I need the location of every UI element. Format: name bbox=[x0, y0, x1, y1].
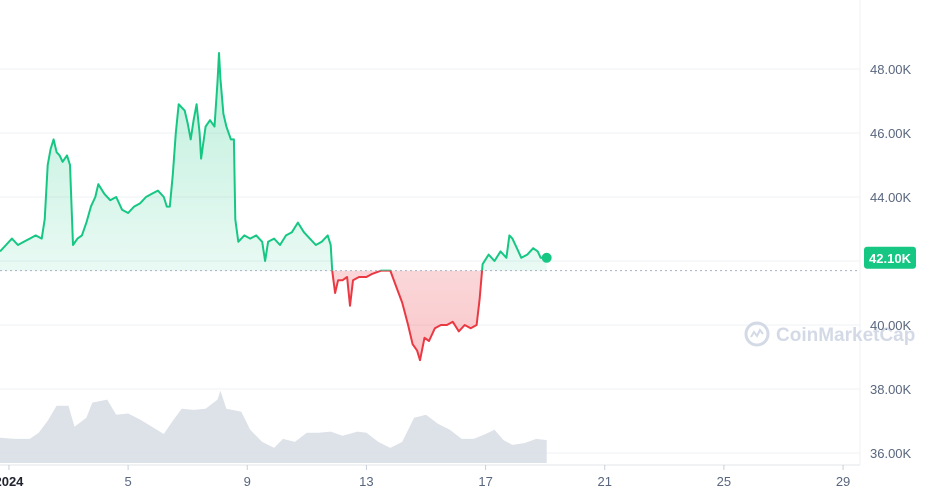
area-fill-above bbox=[0, 53, 547, 271]
volume-area bbox=[0, 390, 547, 463]
price-line-up bbox=[0, 52, 547, 271]
area-fill-below bbox=[332, 270, 483, 361]
x-tick-label: 5 bbox=[124, 474, 131, 489]
x-tick-label: 13 bbox=[359, 474, 373, 489]
y-tick-label: 44.00K bbox=[870, 190, 912, 205]
x-tick-label: 9 bbox=[244, 474, 251, 489]
x-tick-label: 2024 bbox=[0, 474, 24, 489]
x-tick-label: 25 bbox=[717, 474, 731, 489]
price-line-down bbox=[331, 270, 484, 362]
y-tick-label: 36.00K bbox=[870, 446, 912, 461]
price-area-fill bbox=[0, 53, 547, 361]
volume-area-fill bbox=[0, 390, 547, 463]
x-axis: 2024 5 9 13 17 21 25 29 bbox=[0, 465, 850, 489]
y-tick-label: 38.00K bbox=[870, 382, 912, 397]
current-price-badge bbox=[864, 246, 916, 269]
current-price-marker: 42.10K bbox=[541, 246, 916, 269]
y-tick-label: 46.00K bbox=[870, 126, 912, 141]
current-price-dot bbox=[541, 252, 552, 263]
y-tick-label: 40.00K bbox=[870, 318, 912, 333]
coinmarketcap-logo-icon bbox=[744, 321, 770, 347]
x-tick-label: 29 bbox=[836, 474, 850, 489]
x-tick-label: 17 bbox=[478, 474, 492, 489]
x-tick-label: 21 bbox=[598, 474, 612, 489]
watermark: CoinMarketCap bbox=[744, 321, 915, 347]
watermark-text: CoinMarketCap bbox=[776, 325, 915, 346]
price-line bbox=[0, 52, 547, 362]
current-price-label: 42.10K bbox=[869, 251, 912, 266]
y-tick-label: 48.00K bbox=[870, 62, 912, 77]
